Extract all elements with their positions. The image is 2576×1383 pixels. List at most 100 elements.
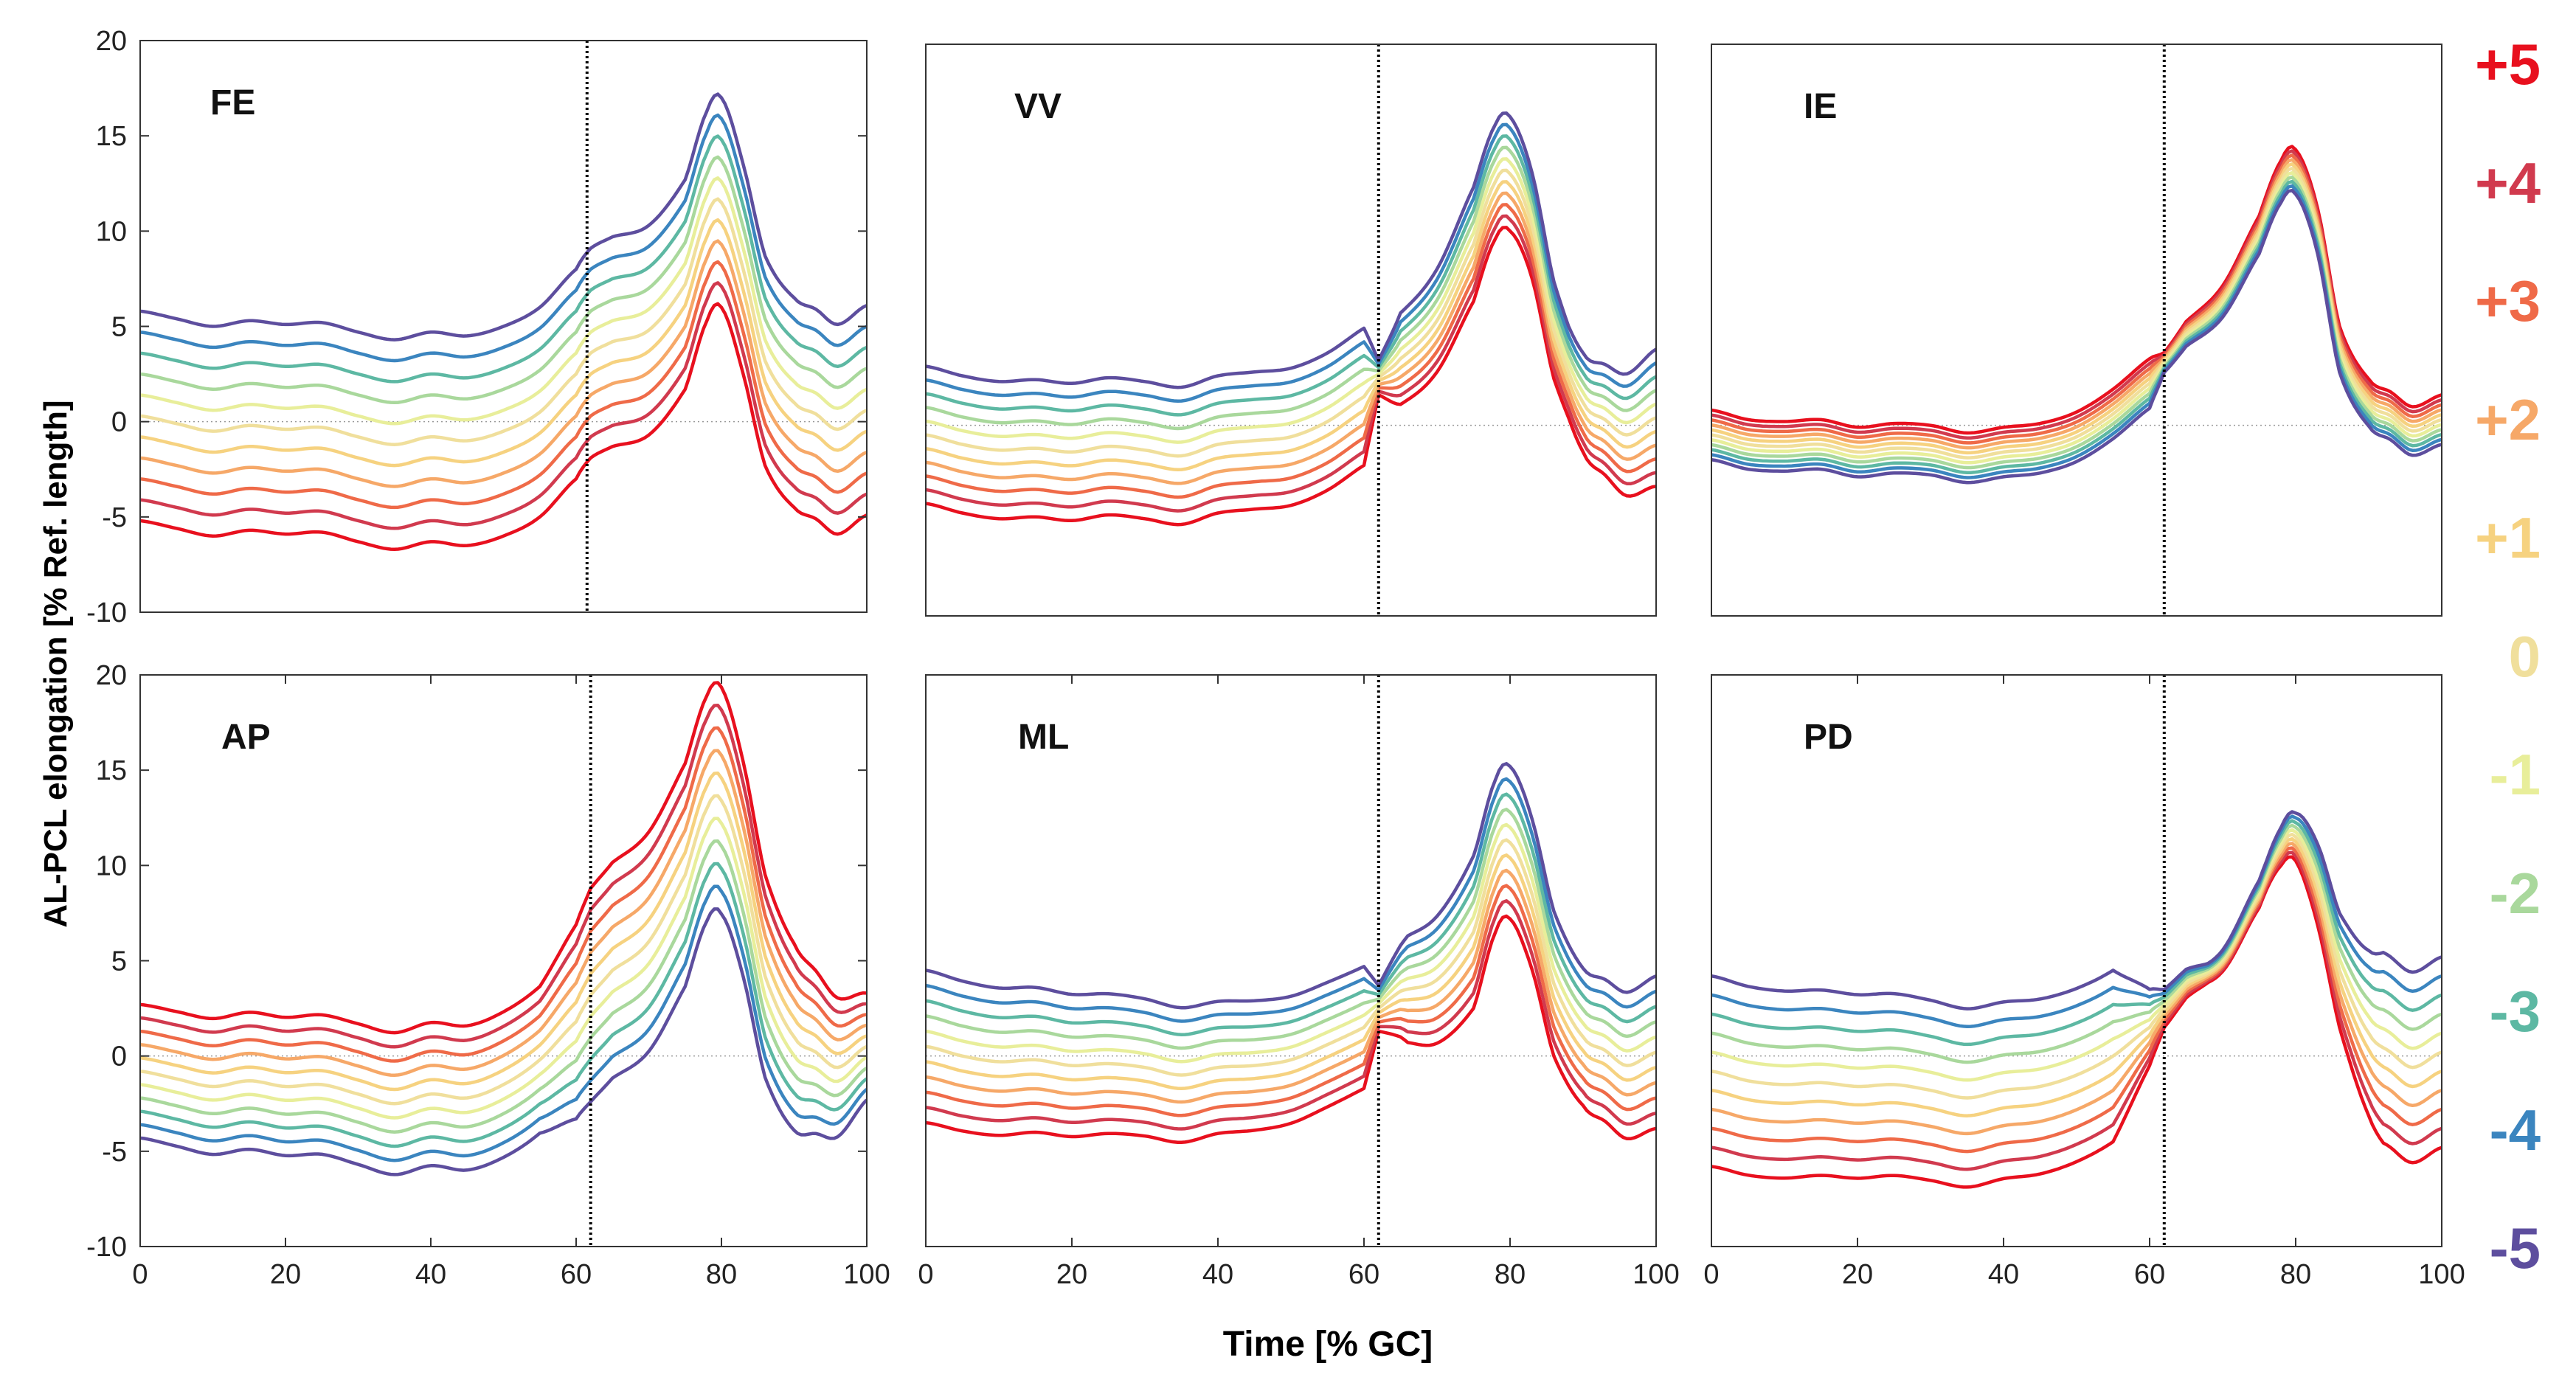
x-tick-label: 0 (132, 1259, 148, 1290)
legend-entry-plus1: +1 (2475, 505, 2541, 570)
series-line-minus1 (1711, 828, 2442, 1082)
x-tick-label: 80 (2280, 1259, 2311, 1290)
series-group (1711, 145, 2442, 485)
series-line-plus3 (926, 884, 1656, 1117)
series-line-0 (140, 794, 867, 1106)
series-line-minus2 (140, 155, 867, 405)
series-group (926, 762, 1656, 1145)
legend-entry-minus5: -5 (2489, 1216, 2541, 1280)
series-line-minus5 (140, 92, 867, 342)
y-tick-label: 15 (96, 755, 127, 786)
legend-entry-plus2: +2 (2475, 387, 2541, 452)
series-line-plus1 (926, 853, 1656, 1091)
series-group (140, 92, 867, 552)
series-line-0 (1711, 832, 2442, 1100)
legend-entry-minus1: -1 (2489, 742, 2541, 807)
series-line-minus2 (140, 839, 867, 1134)
x-axis-title: Time [% GC] (1222, 1325, 1433, 1364)
x-tick-label: 60 (561, 1259, 592, 1290)
x-tick-label: 40 (1988, 1259, 2019, 1290)
series-line-plus5 (140, 681, 867, 1035)
series-line-plus2 (140, 239, 867, 488)
panel-ie: IE (1711, 44, 2442, 617)
series-line-minus3 (140, 134, 867, 384)
y-tick-label: 10 (96, 216, 127, 247)
y-tick-label: -5 (102, 502, 127, 533)
panel-frame (1711, 674, 2442, 1247)
x-tick-label: 20 (1842, 1259, 1873, 1290)
legend-entry-plus3: +3 (2475, 268, 2541, 333)
x-tick-label: 60 (1348, 1259, 1379, 1290)
series-line-plus2 (140, 749, 867, 1078)
panel-label: ML (1018, 718, 1069, 757)
series-line-minus4 (140, 113, 867, 363)
series-line-minus5 (926, 762, 1656, 1010)
x-tick-label: 80 (706, 1259, 737, 1290)
y-tick-label: 15 (96, 121, 127, 152)
series-line-minus4 (140, 884, 867, 1162)
series-line-plus5 (926, 914, 1656, 1145)
y-tick-label: -10 (86, 597, 127, 628)
panel-label: AP (221, 718, 271, 757)
series-line-plus4 (926, 899, 1656, 1131)
x-tick-label: 100 (1632, 1259, 1679, 1290)
series-line-plus2 (926, 191, 1656, 485)
series-line-plus1 (140, 218, 867, 468)
series-line-minus2 (926, 145, 1656, 431)
series-line-plus4 (140, 281, 867, 530)
legend-entry-minus2: -2 (2489, 860, 2541, 926)
series-line-plus5 (140, 302, 867, 552)
x-tick-label: 40 (415, 1259, 446, 1290)
y-axis-title-text: AL-PCL elongation [% Ref. length] (38, 400, 74, 928)
panel-frame (1711, 44, 2442, 617)
series-line-minus2 (1711, 823, 2442, 1064)
series-line-minus1 (926, 822, 1656, 1064)
series-line-minus5 (1711, 810, 2442, 1011)
x-tick-label: 80 (1495, 1259, 1526, 1290)
series-line-minus5 (926, 111, 1656, 389)
legend-entry-plus4: +4 (2475, 150, 2541, 215)
series-line-plus3 (140, 726, 867, 1063)
series-group (1711, 810, 2442, 1189)
panel-label: VV (1014, 87, 1062, 126)
series-line-minus5 (140, 907, 867, 1176)
series-line-plus1 (140, 771, 867, 1092)
series-line-minus3 (140, 862, 867, 1148)
series-line-plus5 (1711, 855, 2442, 1189)
series-line-0 (926, 838, 1656, 1077)
series-line-minus1 (140, 176, 867, 426)
series-line-plus2 (926, 868, 1656, 1104)
series-line-minus3 (926, 792, 1656, 1036)
x-tick-label: 100 (843, 1259, 890, 1290)
panel-label: FE (210, 83, 255, 122)
series-line-plus3 (140, 260, 867, 510)
series-line-minus5 (1711, 188, 2442, 485)
series-group (926, 111, 1656, 527)
panel-pd: 0 20 40 60 80 100 PD (1703, 674, 2465, 1290)
series-line-minus3 (926, 134, 1656, 417)
legend-entry-minus3: -3 (2489, 979, 2541, 1044)
panel-fe: -10 -5 0 5 10 15 20 FE (86, 26, 868, 628)
series-line-plus1 (926, 180, 1656, 472)
panel-ap: -10 -5 0 5 10 15 20 0 20 40 60 80 100 AP (86, 660, 890, 1290)
x-tick-label: 100 (2418, 1259, 2465, 1290)
series-line-plus3 (926, 203, 1656, 499)
series-line-plus4 (140, 703, 867, 1049)
series-line-plus4 (926, 214, 1656, 513)
y-tick-label: 20 (96, 660, 127, 691)
y-tick-label: 0 (111, 407, 127, 438)
series-line-plus4 (1711, 850, 2442, 1171)
legend-entry-plus5: +5 (2475, 32, 2541, 97)
panel-vv: VV (925, 44, 1657, 617)
series-line-plus5 (926, 226, 1656, 527)
series-line-minus4 (926, 122, 1656, 403)
series-line-minus3 (1711, 819, 2442, 1047)
x-tick-label: 0 (918, 1259, 933, 1290)
series-line-minus1 (926, 157, 1656, 444)
y-tick-label: 5 (111, 312, 127, 343)
series-line-minus4 (1711, 814, 2442, 1028)
x-tick-label: 0 (1703, 1259, 1719, 1290)
y-tick-label: -5 (102, 1137, 127, 1168)
series-line-plus3 (1711, 846, 2442, 1154)
